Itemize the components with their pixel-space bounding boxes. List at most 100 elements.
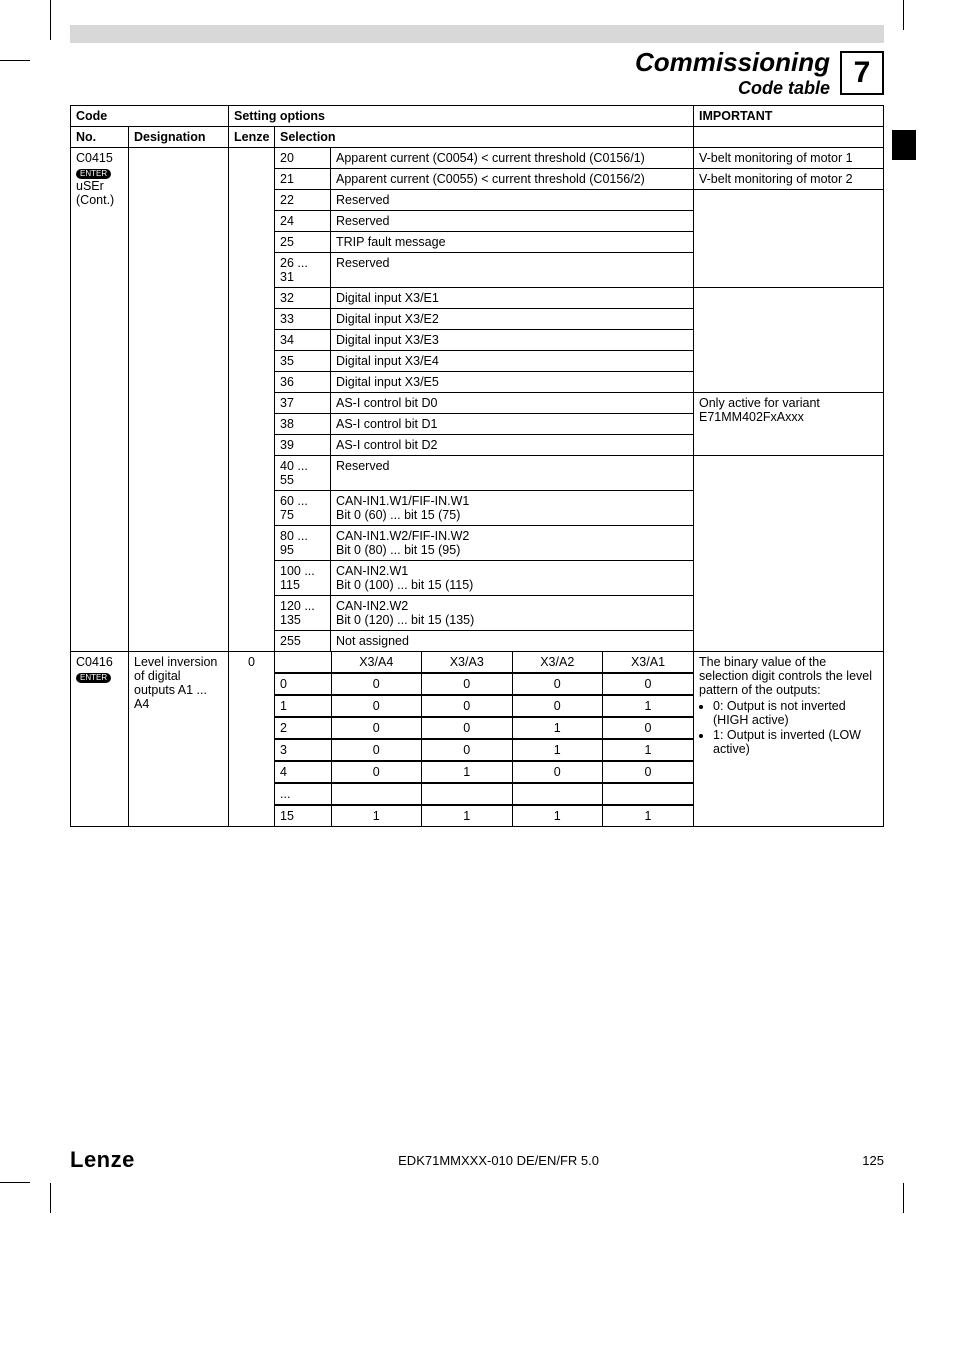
- user-label: uSEr: [76, 179, 104, 193]
- row-n: 80 ... 95: [275, 526, 331, 561]
- enter-pill: ENTER: [76, 673, 111, 683]
- c0415-code: C0415: [76, 151, 113, 165]
- m-c: 1: [512, 718, 603, 739]
- mh0: [275, 652, 331, 673]
- imp-b1: 1: Output is inverted (LOW active): [713, 728, 878, 756]
- m-n: 0: [275, 674, 331, 695]
- m-c: 1: [422, 806, 513, 826]
- cont-label: (Cont.): [76, 193, 114, 207]
- side-tab: [892, 130, 916, 160]
- row-n: 39: [275, 435, 331, 456]
- row-txt: AS-I control bit D2: [331, 435, 694, 456]
- m-n: 3: [275, 740, 331, 761]
- c0415-designation: [129, 148, 229, 652]
- row-n: 34: [275, 330, 331, 351]
- row-imp-group: [694, 456, 884, 652]
- c0416-code-cell: C0416 ENTER: [71, 652, 129, 827]
- row-n: 100 ... 115: [275, 561, 331, 596]
- c0415-lenze: [229, 148, 275, 652]
- chapter-number: 7: [840, 51, 884, 95]
- c0416-designation: Level inversion of digital outputs A1 ..…: [129, 652, 229, 827]
- page-title: Commissioning: [635, 47, 830, 78]
- row-txt: Not assigned: [331, 631, 694, 652]
- m-c: 0: [512, 674, 603, 695]
- m-c: 1: [603, 806, 694, 826]
- m-c: 0: [422, 718, 513, 739]
- page-header: Commissioning Code table 7: [70, 47, 884, 99]
- m-c: 0: [603, 674, 694, 695]
- row-imp: V-belt monitoring of motor 1: [694, 148, 884, 169]
- enter-pill: ENTER: [76, 169, 111, 179]
- m-c: 1: [331, 806, 422, 826]
- m-c: [422, 784, 513, 805]
- th-lenze: Lenze: [229, 127, 275, 148]
- m-c: 1: [603, 740, 694, 761]
- m-c: [603, 784, 694, 805]
- doc-id: EDK71MMXXX-010 DE/EN/FR 5.0: [398, 1153, 599, 1168]
- m-n: 2: [275, 718, 331, 739]
- m-c: [331, 784, 422, 805]
- th-setting: Setting options: [229, 106, 694, 127]
- mh4: X3/A1: [603, 652, 694, 673]
- row-n: 255: [275, 631, 331, 652]
- row-n: 35: [275, 351, 331, 372]
- row-imp: V-belt monitoring of motor 2: [694, 169, 884, 190]
- m-c: 0: [331, 696, 422, 717]
- c0416-code: C0416: [76, 655, 113, 669]
- imp-intro: The binary value of the selection digit …: [699, 655, 872, 697]
- m-c: [512, 784, 603, 805]
- page-number: 125: [862, 1153, 884, 1168]
- row-txt: TRIP fault message: [331, 232, 694, 253]
- th-important: IMPORTANT: [694, 106, 884, 127]
- row-txt: Digital input X3/E3: [331, 330, 694, 351]
- c0416-important: The binary value of the selection digit …: [694, 652, 884, 827]
- row-n: 37: [275, 393, 331, 414]
- row-imp: Only active for variant E71MM402FxAxxx: [694, 393, 884, 456]
- row-n: 22: [275, 190, 331, 211]
- row-n: 32: [275, 288, 331, 309]
- row-n: 38: [275, 414, 331, 435]
- row-txt: CAN-IN2.W2 Bit 0 (120) ... bit 15 (135): [331, 596, 694, 631]
- mh1: X3/A4: [331, 652, 422, 673]
- m-c: 1: [603, 696, 694, 717]
- row-txt: CAN-IN2.W1 Bit 0 (100) ... bit 15 (115): [331, 561, 694, 596]
- row-n: 40 ... 55: [275, 456, 331, 491]
- header-bar: [70, 25, 884, 43]
- row-imp-group: [694, 288, 884, 393]
- row-txt: Reserved: [331, 253, 694, 288]
- page-subtitle: Code table: [635, 78, 830, 99]
- row-txt: CAN-IN1.W1/FIF-IN.W1 Bit 0 (60) ... bit …: [331, 491, 694, 526]
- row-txt: Digital input X3/E4: [331, 351, 694, 372]
- th-no: No.: [71, 127, 129, 148]
- row-txt: Apparent current (C0054) < current thres…: [331, 148, 694, 169]
- row-n: 60 ... 75: [275, 491, 331, 526]
- row-txt: AS-I control bit D0: [331, 393, 694, 414]
- code-table: Code Setting options IMPORTANT No. Desig…: [70, 105, 884, 827]
- m-c: 1: [512, 740, 603, 761]
- row-txt: CAN-IN1.W2/FIF-IN.W2 Bit 0 (80) ... bit …: [331, 526, 694, 561]
- th-blank: [694, 127, 884, 148]
- row-n: 24: [275, 211, 331, 232]
- th-designation: Designation: [129, 127, 229, 148]
- m-c: 0: [603, 762, 694, 783]
- row-txt: AS-I control bit D1: [331, 414, 694, 435]
- m-c: 1: [512, 806, 603, 826]
- page-footer: Lenze EDK71MMXXX-010 DE/EN/FR 5.0 125: [70, 1147, 884, 1173]
- row-txt: Digital input X3/E5: [331, 372, 694, 393]
- th-selection: Selection: [275, 127, 694, 148]
- m-c: 0: [331, 674, 422, 695]
- imp-b0: 0: Output is not inverted (HIGH active): [713, 699, 878, 727]
- mh2: X3/A3: [422, 652, 513, 673]
- m-c: 0: [331, 718, 422, 739]
- row-n: 21: [275, 169, 331, 190]
- row-n: 36: [275, 372, 331, 393]
- m-n: 4: [275, 762, 331, 783]
- m-n: 1: [275, 696, 331, 717]
- row-txt: Reserved: [331, 190, 694, 211]
- m-c: 0: [422, 696, 513, 717]
- row-imp-group: [694, 190, 884, 288]
- c0415-code-cell: C0415 ENTER uSEr (Cont.): [71, 148, 129, 652]
- m-n: ...: [275, 784, 331, 805]
- row-n: 25: [275, 232, 331, 253]
- m-c: 0: [603, 718, 694, 739]
